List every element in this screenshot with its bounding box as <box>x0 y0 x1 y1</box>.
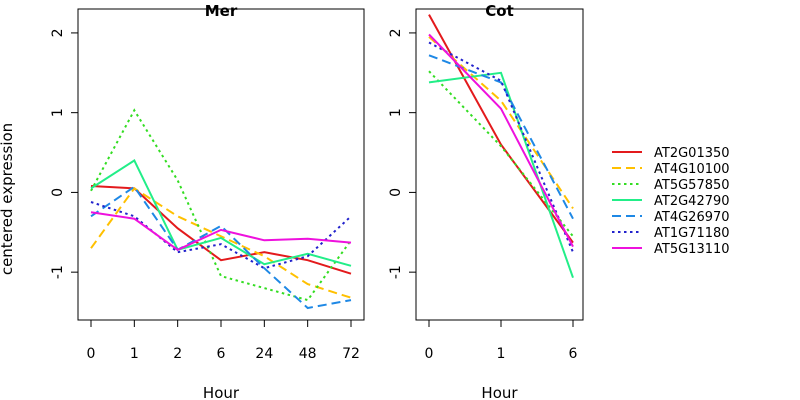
legend-label: AT5G13110 <box>654 242 730 257</box>
series-line-at5g57850 <box>90 108 352 302</box>
panel-title: Cot <box>485 2 513 20</box>
x-tick-label: 24 <box>255 346 273 362</box>
y-tick-label: 2 <box>50 28 66 37</box>
legend-item: AT2G01350 <box>612 146 730 161</box>
panel-cot: Cot 0 1 6 Hour -1 0 1 2 <box>388 2 584 400</box>
series-line-at2g01350 <box>428 14 574 244</box>
x-tick-label: 2 <box>173 346 182 362</box>
legend-label: AT4G10100 <box>654 162 730 177</box>
legend-item: AT2G42790 <box>612 194 730 209</box>
x-tick-label: 48 <box>299 346 317 362</box>
legend: AT2G01350AT4G10100AT5G57850AT2G42790AT4G… <box>612 146 730 257</box>
panel-title: Mer <box>205 2 238 20</box>
legend-item: AT4G10100 <box>612 162 730 177</box>
x-tick-label: 6 <box>569 346 578 362</box>
y-tick-label: -1 <box>388 265 404 279</box>
series-line-at4g26970 <box>428 54 574 220</box>
series-line-at4g26970 <box>90 185 352 310</box>
y-axis-label: centered expression <box>0 123 16 275</box>
plot-frame <box>415 8 584 321</box>
y-tick-label: -1 <box>50 265 66 279</box>
panel-mer: Mer 0 1 2 6 24 48 72 Hour -1 0 1 2 <box>50 2 365 400</box>
x-axis-label: Hour <box>481 384 518 400</box>
y-tick-label: 1 <box>388 108 404 117</box>
legend-label: AT2G01350 <box>654 146 730 161</box>
y-tick-label: 2 <box>388 28 404 37</box>
series-line-at4g10100 <box>90 187 352 299</box>
x-tick-label: 1 <box>130 346 139 362</box>
series-line-at1g71180 <box>428 41 574 253</box>
legend-label: AT2G42790 <box>654 194 730 209</box>
legend-item: AT5G57850 <box>612 178 730 193</box>
y-tick-label: 0 <box>388 188 404 197</box>
panels: Mer 0 1 2 6 24 48 72 Hour -1 0 1 2 Cot 0 1 6 Hour -1 0 1 2 <box>50 2 584 400</box>
y-tick-label: 1 <box>50 108 66 117</box>
series-line-at5g13110 <box>90 211 352 251</box>
x-tick-label: 0 <box>87 346 96 362</box>
plot-frame <box>77 8 365 321</box>
x-axis-label: Hour <box>203 384 240 400</box>
series-line-at2g42790 <box>428 71 574 279</box>
legend-item: AT1G71180 <box>612 226 730 241</box>
series-line-at5g57850 <box>428 70 574 237</box>
x-tick-label: 6 <box>217 346 226 362</box>
series-line-at5g13110 <box>428 33 574 248</box>
y-tick-label: 0 <box>50 188 66 197</box>
x-tick-label: 72 <box>342 346 360 362</box>
x-tick-label: 0 <box>425 346 434 362</box>
legend-label: AT1G71180 <box>654 226 730 241</box>
series-line-at1g71180 <box>90 201 352 270</box>
legend-label: AT4G26970 <box>654 210 730 225</box>
legend-item: AT4G26970 <box>612 210 730 225</box>
x-tick-label: 1 <box>497 346 506 362</box>
legend-label: AT5G57850 <box>654 178 730 193</box>
series-line-at2g42790 <box>90 159 352 267</box>
legend-item: AT5G13110 <box>612 242 730 257</box>
